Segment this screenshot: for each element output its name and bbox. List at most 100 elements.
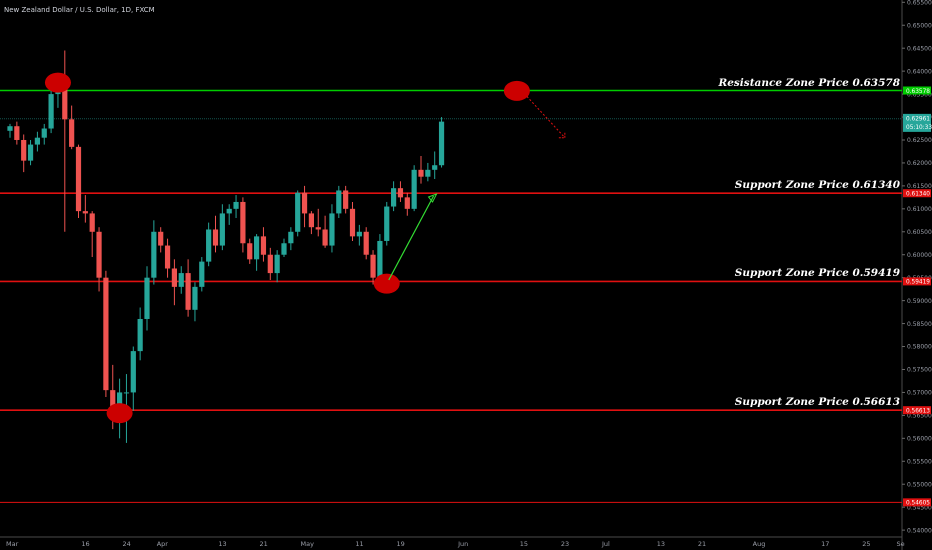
current-price-tag	[903, 113, 931, 132]
candle-body	[103, 277, 109, 391]
price-tick-label: 0.61000	[907, 206, 932, 213]
candle-body	[343, 190, 349, 209]
time-tick-label: Jul	[601, 540, 610, 548]
zone-price-tag-text: 0.61340	[906, 192, 930, 198]
candle-body	[69, 119, 75, 147]
candle-body	[260, 236, 267, 255]
time-tick-label: May	[301, 540, 315, 548]
price-tick-label: 0.55000	[907, 481, 932, 488]
price-tick-label: 0.59000	[907, 298, 932, 305]
low-price-tag-text: 0.54605	[906, 501, 930, 507]
candle-body	[363, 231, 369, 255]
candle-body	[315, 227, 321, 230]
time-tick-label: 19	[396, 540, 404, 548]
candle-body	[212, 229, 219, 246]
price-tick-label: 0.60000	[907, 252, 932, 259]
pivot-marker	[44, 72, 71, 93]
candle-body	[27, 144, 34, 161]
candle-body	[7, 126, 13, 131]
candle-body	[432, 165, 438, 170]
price-tick-label: 0.65500	[907, 0, 932, 6]
candle-body	[219, 213, 225, 246]
candle-body	[62, 89, 68, 120]
time-tick-label: Jun	[457, 540, 468, 548]
candle-body	[164, 245, 171, 269]
candle-body	[206, 229, 212, 262]
candle-body	[82, 211, 88, 214]
time-tick-label: 21	[698, 540, 706, 548]
zone-price-tag	[903, 189, 931, 198]
zone-label: Resistance Zone Price 0.63578	[718, 76, 900, 89]
candle-body	[267, 254, 273, 274]
time-tick-label: 11	[355, 540, 363, 548]
candle-body	[308, 213, 314, 228]
candle-body	[34, 137, 40, 145]
candle-body	[384, 206, 390, 241]
time-tick-label: 17	[821, 540, 829, 548]
price-tick-label: 0.58500	[907, 321, 932, 328]
candle-body	[41, 128, 47, 138]
zone-price-tag	[903, 86, 931, 95]
candle-body	[233, 201, 239, 209]
trend-arrow-head	[427, 193, 438, 203]
time-tick-label: 15	[520, 540, 528, 548]
pivot-marker	[503, 80, 530, 101]
price-tick-label: 0.57500	[907, 367, 932, 374]
time-tick-label: 13	[218, 540, 226, 548]
time-tick-label: Aug	[753, 540, 766, 548]
candle-body	[404, 197, 410, 209]
price-tick-label: 0.62000	[907, 160, 932, 167]
candle-body	[21, 139, 27, 161]
candle-body	[178, 273, 184, 287]
candle-body	[110, 390, 116, 418]
zone-label: Support Zone Price 0.61340	[734, 179, 900, 192]
time-tick-label: Mar	[6, 540, 19, 548]
price-tick-label: 0.56500	[907, 413, 932, 420]
candle-body	[438, 121, 445, 166]
price-tick-label: 0.57000	[907, 390, 932, 397]
price-tick-label: 0.64500	[907, 45, 932, 52]
candle-body	[288, 231, 294, 244]
zone-price-tag-text: 0.59419	[906, 280, 930, 286]
price-tick-label: 0.58000	[907, 344, 932, 351]
zone-price-tag	[903, 277, 931, 286]
price-tick-label: 0.54000	[907, 527, 932, 534]
time-tick-label: 13	[657, 540, 665, 548]
countdown-text: 05:10:33	[906, 125, 932, 131]
price-tick-label: 0.61500	[907, 183, 932, 190]
trend-arrow	[388, 195, 435, 281]
time-tick-label: Apr	[157, 540, 169, 548]
candle-body	[226, 208, 232, 214]
price-tick-label: 0.55500	[907, 458, 932, 465]
candle-body	[336, 190, 342, 214]
low-price-tag	[903, 498, 931, 507]
time-tick-label: 21	[259, 540, 267, 548]
zone-price-tag-text: 0.63578	[906, 89, 930, 95]
candle-body	[137, 318, 143, 352]
candle-body	[301, 192, 308, 214]
time-tick-label: 24	[122, 540, 130, 548]
candle-body	[48, 94, 54, 129]
candle-body	[349, 208, 356, 237]
time-tick-label: Se	[897, 540, 905, 548]
candle-body	[247, 243, 253, 260]
price-tick-label: 0.65000	[907, 22, 932, 29]
zone-price-tag	[903, 406, 931, 415]
price-tick-label: 0.54500	[907, 504, 932, 511]
candle-body	[356, 231, 362, 237]
chart-title: New Zealand Dollar / U.S. Dollar, 1D, FX…	[4, 6, 155, 14]
candle-body	[96, 231, 102, 278]
candle-body	[14, 126, 20, 140]
time-tick-label: 25	[862, 540, 870, 548]
candle-body	[411, 169, 417, 209]
candle-body	[199, 261, 205, 287]
pivot-marker	[106, 403, 133, 424]
price-tick-label: 0.62500	[907, 137, 932, 144]
candle-body	[377, 240, 383, 278]
candle-body	[75, 146, 82, 212]
candle-body	[192, 286, 198, 310]
candle-body	[144, 277, 150, 319]
candle-body	[158, 231, 164, 246]
zone-label: Support Zone Price 0.56613	[734, 396, 900, 409]
